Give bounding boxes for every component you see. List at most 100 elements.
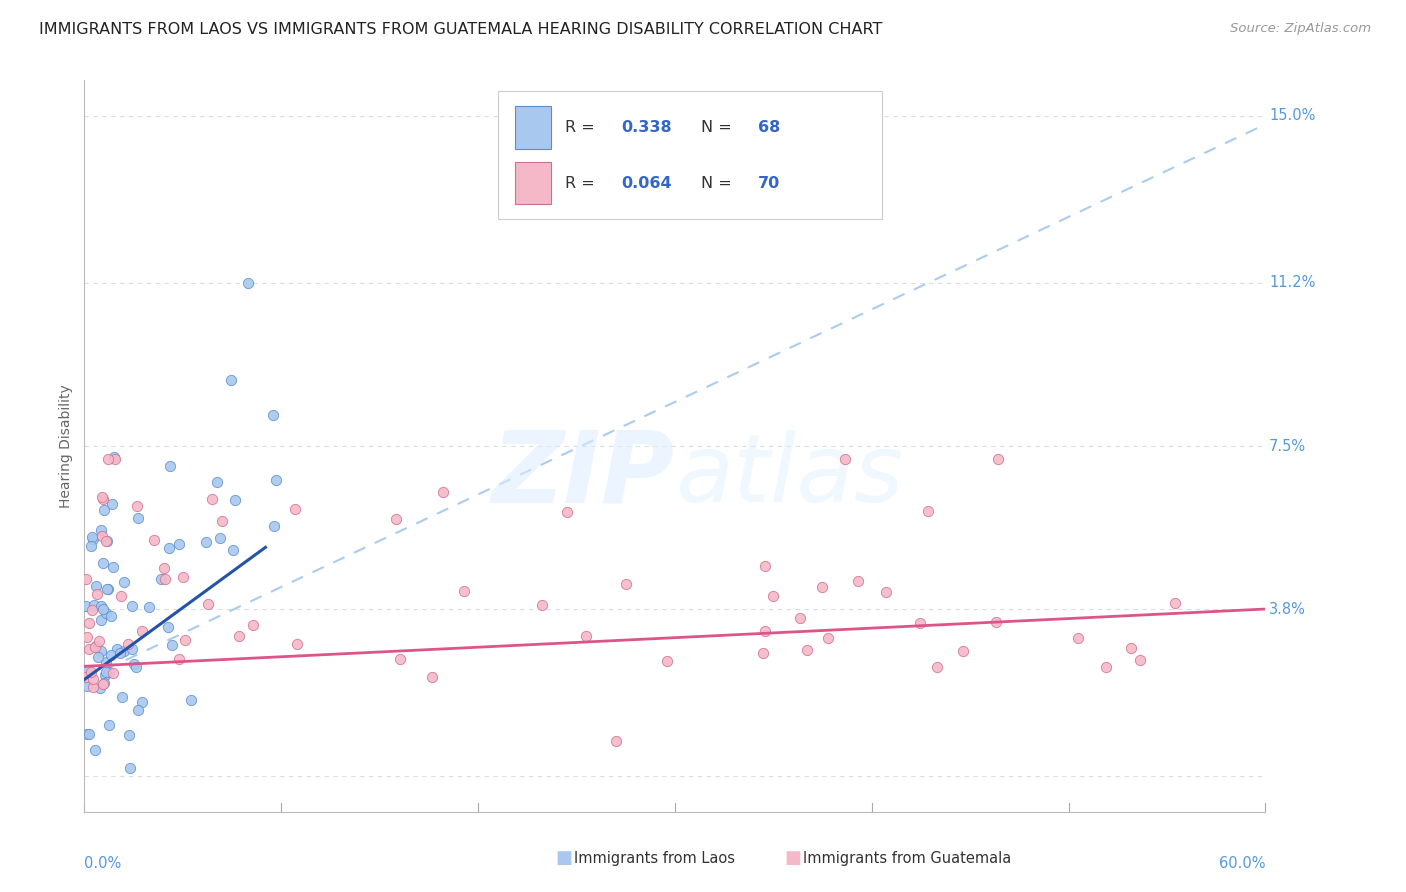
- Point: [76, 664, 98, 678]
- Point: [169, 652, 191, 666]
- Point: [86, 650, 108, 665]
- Text: 15.0%: 15.0%: [1270, 108, 1316, 123]
- Point: [90, 613, 112, 627]
- Point: [754, 559, 776, 574]
- Point: [105, 641, 128, 656]
- Point: [149, 572, 172, 586]
- Point: [80, 665, 103, 679]
- Point: [263, 519, 285, 533]
- Point: [152, 561, 174, 575]
- Point: [96, 533, 118, 548]
- Point: [90, 524, 112, 538]
- Point: [195, 534, 218, 549]
- Point: [789, 611, 811, 625]
- Point: [1095, 659, 1118, 673]
- Point: [122, 657, 145, 671]
- Point: [385, 512, 408, 526]
- Point: [91, 491, 114, 505]
- Point: [103, 666, 125, 681]
- Point: [121, 599, 143, 613]
- Point: [236, 276, 259, 290]
- Point: [89, 633, 111, 648]
- Point: [751, 646, 773, 660]
- Point: [614, 576, 637, 591]
- Point: [91, 676, 114, 690]
- Point: [76, 679, 98, 693]
- Point: [89, 681, 111, 696]
- Point: [927, 660, 949, 674]
- Point: [111, 690, 134, 704]
- Point: [82, 672, 104, 686]
- Point: [89, 644, 111, 658]
- Point: [984, 615, 1007, 630]
- Point: [952, 644, 974, 658]
- Point: [93, 557, 115, 571]
- Point: [264, 473, 287, 487]
- Point: [75, 572, 97, 586]
- Point: [910, 615, 932, 630]
- Point: [86, 639, 108, 653]
- Point: [1164, 597, 1187, 611]
- Point: [142, 533, 165, 548]
- Point: [83, 640, 105, 655]
- Point: [262, 408, 284, 422]
- Text: N =: N =: [700, 176, 737, 191]
- Point: [108, 646, 131, 660]
- Point: [110, 589, 132, 603]
- Point: [96, 582, 118, 597]
- Point: [94, 607, 117, 621]
- Point: [389, 652, 412, 666]
- Point: [118, 761, 141, 775]
- Text: 7.5%: 7.5%: [1270, 439, 1306, 453]
- FancyBboxPatch shape: [498, 91, 882, 219]
- Point: [82, 530, 104, 544]
- Point: [91, 491, 114, 506]
- Point: [127, 703, 149, 717]
- Point: [205, 475, 228, 489]
- Point: [157, 620, 180, 634]
- Point: [222, 543, 245, 558]
- Point: [432, 484, 454, 499]
- Point: [97, 582, 120, 596]
- Point: [172, 570, 194, 584]
- Text: 0.0%: 0.0%: [84, 855, 121, 871]
- Point: [131, 695, 153, 709]
- Point: [103, 452, 125, 467]
- Point: [97, 452, 120, 467]
- Point: [117, 637, 139, 651]
- Point: [83, 598, 105, 612]
- Text: 0.064: 0.064: [621, 176, 672, 191]
- Y-axis label: Hearing Disability: Hearing Disability: [59, 384, 73, 508]
- Point: [127, 510, 149, 524]
- Point: [75, 670, 97, 684]
- Point: [762, 589, 785, 603]
- Point: [112, 643, 135, 657]
- Point: [90, 599, 112, 614]
- Point: [1119, 641, 1142, 656]
- Text: ZIP: ZIP: [492, 426, 675, 524]
- Point: [224, 492, 246, 507]
- Point: [242, 618, 264, 632]
- Point: [754, 624, 776, 638]
- Point: [228, 629, 250, 643]
- Point: [208, 531, 231, 545]
- Point: [285, 637, 308, 651]
- Text: atlas: atlas: [675, 430, 903, 521]
- Text: 0.338: 0.338: [621, 120, 672, 135]
- Text: ■: ■: [555, 849, 572, 867]
- Text: 70: 70: [758, 176, 780, 191]
- Point: [94, 534, 117, 549]
- Point: [180, 693, 202, 707]
- Point: [76, 727, 98, 741]
- Point: [917, 504, 939, 518]
- Point: [575, 629, 598, 643]
- Text: Source: ZipAtlas.com: Source: ZipAtlas.com: [1230, 22, 1371, 36]
- Point: [75, 599, 97, 613]
- Point: [453, 583, 475, 598]
- Point: [219, 373, 242, 387]
- Point: [810, 580, 832, 594]
- Text: 68: 68: [758, 120, 780, 135]
- Point: [94, 668, 117, 682]
- Point: [284, 501, 307, 516]
- Point: [817, 631, 839, 645]
